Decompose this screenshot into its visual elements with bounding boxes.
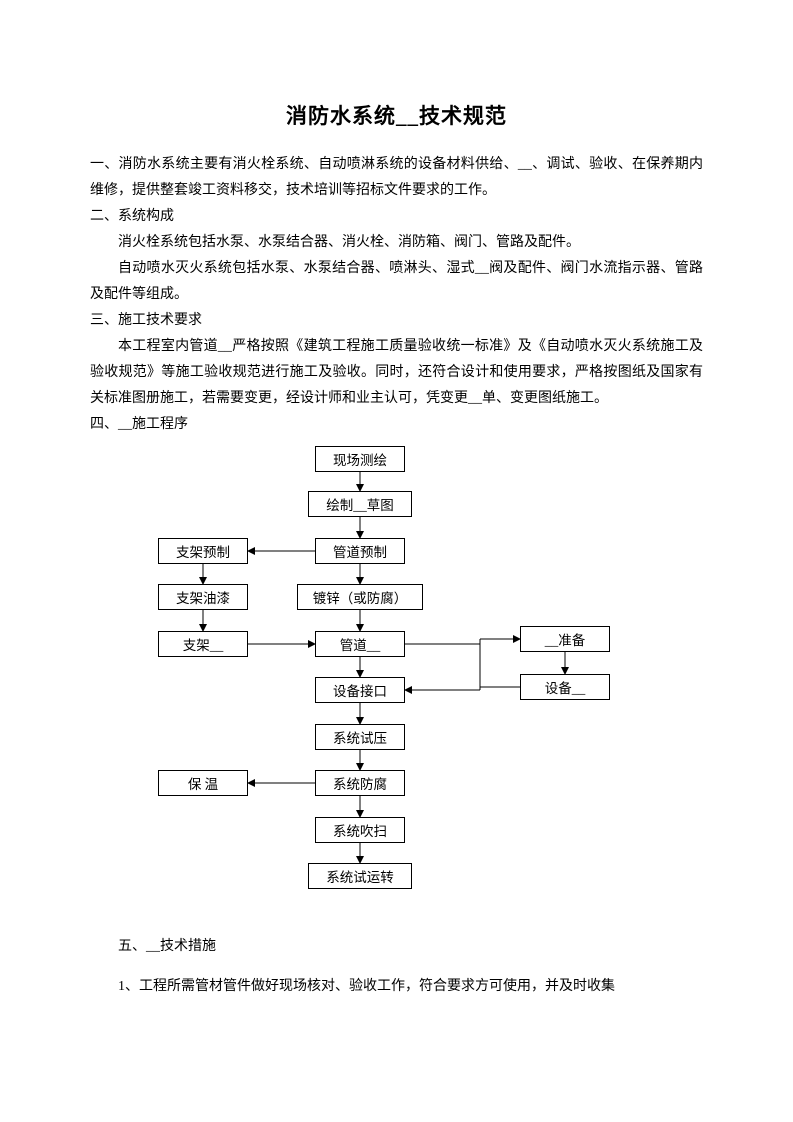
para-7: 四、__施工程序: [90, 412, 703, 438]
flow-node-n3: 支架预制: [158, 538, 248, 564]
para-5: 三、施工技术要求: [90, 308, 703, 334]
para-4: 自动喷水灭火系统包括水泵、水泵结合器、喷淋头、湿式__阀及配件、阀门水流指示器、…: [90, 256, 703, 308]
flow-node-n7: 支架__: [158, 631, 248, 657]
para-3: 消火栓系统包括水泵、水泵结合器、消火栓、消防箱、阀门、管路及配件。: [90, 230, 703, 256]
flow-node-n13: 保 温: [158, 770, 248, 796]
flow-node-n9: __准备: [520, 626, 610, 652]
para-1: 一、消防水系统主要有消火栓系统、自动喷淋系统的设备材料供给、__、调试、验收、在…: [90, 152, 703, 204]
flow-node-n15: 系统吹扫: [315, 817, 405, 843]
para-8: 五、__技术措施: [90, 934, 703, 960]
flow-node-n14: 系统防腐: [315, 770, 405, 796]
flow-node-n2: 绘制__草图: [308, 491, 412, 517]
page-title: 消防水系统__技术规范: [90, 100, 703, 130]
flow-node-n10: 设备接口: [315, 677, 405, 703]
flow-node-n16: 系统试运转: [308, 863, 412, 889]
para-6: 本工程室内管道__严格按照《建筑工程施工质量验收统一标准》及《自动喷水灭火系统施…: [90, 334, 703, 412]
flow-node-n8: 管道__: [315, 631, 405, 657]
flow-node-n4: 管道预制: [315, 538, 405, 564]
flow-node-n1: 现场测绘: [315, 446, 405, 472]
para-2: 二、系统构成: [90, 204, 703, 230]
para-9: 1、工程所需管材管件做好现场核对、验收工作，符合要求方可使用，并及时收集: [90, 974, 703, 1000]
flow-node-n12: 系统试压: [315, 724, 405, 750]
flow-node-n5: 支架油漆: [158, 584, 248, 610]
flowchart: 现场测绘绘制__草图支架预制 管道预制支架油漆 镀锌（或防腐） 支架__ 管道__ __准…: [90, 446, 703, 926]
flow-node-n11: 设备__: [520, 674, 610, 700]
flow-node-n6: 镀锌（或防腐）: [297, 584, 423, 610]
